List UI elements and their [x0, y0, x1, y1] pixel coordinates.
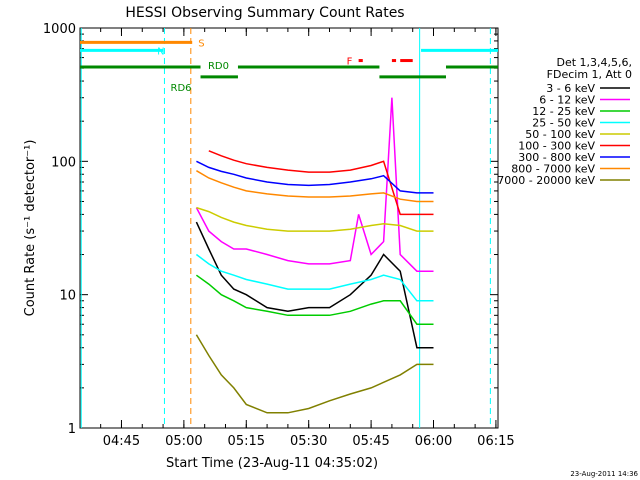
legend-label-6: 300 - 800 keV — [518, 151, 595, 164]
legend-label-7: 800 - 7000 keV — [511, 163, 595, 176]
series-line-7 — [196, 170, 434, 203]
series-line-0 — [195, 221, 434, 349]
series-line-2 — [195, 274, 434, 325]
series-line-6 — [196, 160, 434, 194]
x-tick-label: 05:30 — [290, 434, 327, 449]
legend-label-8: 7000 - 20000 keV — [497, 174, 595, 187]
flag-label-rd0: RD0 — [208, 61, 229, 72]
series-line-8 — [195, 334, 434, 414]
plot-frame — [79, 27, 499, 429]
y-tick-label: 1 — [68, 422, 76, 437]
y-axis-label: Count Rate (s⁻¹ detector⁻¹) — [23, 140, 38, 317]
x-tick-label: 04:45 — [103, 434, 140, 449]
x-axis-label: Start Time (23-Aug-11 04:35:02) — [166, 456, 378, 471]
flag-label-s: S — [198, 38, 204, 49]
legend-label-1: 6 - 12 keV — [539, 94, 595, 107]
legend-header-line-2: FDecim 1, Att 0 — [547, 68, 632, 81]
y-tick-label: 1000 — [43, 22, 76, 37]
series-line-4 — [196, 206, 434, 232]
y-tick-label: 10 — [59, 289, 76, 304]
legend-label-2: 12 - 25 keV — [532, 105, 595, 118]
series-line-1 — [195, 97, 434, 272]
legend-label-0: 3 - 6 keV — [546, 82, 595, 95]
x-tick-label: 05:45 — [352, 434, 389, 449]
x-tick-label: 05:00 — [165, 434, 202, 449]
chart-title: HESSI Observing Summary Count Rates — [125, 5, 404, 21]
x-tick-label: 05:15 — [228, 434, 265, 449]
x-tick-label: 06:15 — [477, 434, 514, 449]
series-line-5 — [208, 150, 434, 216]
legend-label-4: 50 - 100 keV — [525, 128, 595, 141]
y-tick-label: 100 — [51, 155, 76, 170]
legend-label-3: 25 - 50 keV — [532, 117, 595, 130]
legend-header-line-1: Det 1,3,4,5,6, — [556, 56, 632, 69]
flag-label-f: F — [347, 57, 353, 68]
legend-label-5: 100 - 300 keV — [518, 140, 595, 153]
flag-label-rd6: RD6 — [171, 83, 192, 94]
series-line-3 — [195, 253, 434, 302]
flag-label-n: N — [157, 46, 164, 57]
x-tick-label: 06:00 — [415, 434, 452, 449]
plot-timestamp: 23-Aug-2011 14:36 — [570, 470, 638, 478]
